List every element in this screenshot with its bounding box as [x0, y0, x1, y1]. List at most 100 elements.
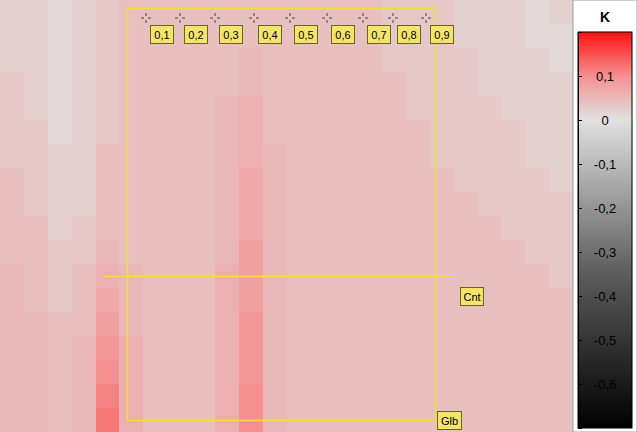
heatmap-cell: [382, 312, 406, 337]
heatmap-cell: [501, 216, 525, 241]
heatmap-cell: [310, 96, 334, 121]
annotation-text: 0,6: [335, 29, 350, 41]
heatmap-cell: [72, 264, 96, 289]
heatmap-cell: [382, 240, 406, 265]
heatmap-cell: [215, 312, 239, 337]
heatmap-cell: [525, 72, 549, 97]
heatmap-cell: [382, 48, 406, 73]
heatmap-cell: [48, 360, 72, 385]
heatmap-cell: [24, 48, 48, 73]
heatmap-cell: [382, 144, 406, 169]
heatmap-cell: [430, 384, 454, 409]
heatmap-cell: [525, 144, 549, 169]
heatmap-cell: [525, 48, 549, 73]
annotation-box: [259, 26, 282, 44]
heatmap-cell: [119, 288, 143, 313]
heatmap-cell: [334, 120, 358, 145]
heatmap-cell: [143, 216, 167, 241]
heatmap-cell: [549, 384, 573, 409]
annotation-box: [398, 26, 421, 44]
crosshair: [249, 13, 259, 23]
heatmap-cell: [72, 144, 96, 169]
heatmap-cell: [72, 24, 96, 49]
colorbar-tick: 0: [578, 113, 609, 128]
heatmap-cell: [263, 144, 287, 169]
annotation-text: Cnt: [463, 291, 480, 303]
heatmap-cell: [549, 264, 573, 289]
heatmap-cell: [215, 0, 239, 25]
heatmap-cell: [72, 216, 96, 241]
heatmap-cell: [0, 264, 24, 289]
heatmap-cell: [143, 192, 167, 217]
heatmap-cell: [0, 48, 24, 73]
heatmap-cell: [239, 144, 263, 169]
heatmap-cell: [525, 360, 549, 385]
heatmap-cell: [287, 360, 311, 385]
heatmap-cell: [525, 336, 549, 361]
colorbar-tick-mark: [578, 208, 582, 209]
heatmap-cell: [24, 144, 48, 169]
heatmap-cell: [143, 120, 167, 145]
heatmap-cell: [501, 240, 525, 265]
crosshair: [285, 13, 295, 23]
heatmap-cell: [358, 144, 382, 169]
heatmap-cell: [191, 120, 215, 145]
heatmap-cell: [501, 336, 525, 361]
heatmap-cell: [358, 216, 382, 241]
heatmap-cell: [239, 216, 263, 241]
heatmap-cell: [48, 240, 72, 265]
crosshair: [141, 13, 151, 23]
annotation-text: Glb: [441, 415, 458, 427]
heatmap-cell: [454, 168, 478, 193]
heatmap-cell: [24, 408, 48, 432]
annotation-box: [461, 288, 484, 306]
heatmap-cell: [525, 192, 549, 217]
heatmap-cell: [334, 24, 358, 49]
annotation: Cnt: [461, 288, 484, 306]
heatmap-cell: [215, 192, 239, 217]
heatmap-cell: [358, 168, 382, 193]
heatmap-cell: [287, 312, 311, 337]
heatmap-cell: [549, 312, 573, 337]
heatmap-cell: [24, 384, 48, 409]
heatmap-cell: [263, 336, 287, 361]
heatmap-cell: [263, 192, 287, 217]
heatmap-cell: [406, 168, 430, 193]
crosshair: [210, 13, 220, 23]
heatmap-cell: [119, 120, 143, 145]
heatmap-cell: [454, 96, 478, 121]
heatmap-cell: [48, 288, 72, 313]
heatmap-cell: [48, 96, 72, 121]
heatmap-cell: [72, 96, 96, 121]
heatmap-cell: [501, 24, 525, 49]
heatmap-cell: [310, 360, 334, 385]
heatmap-cell: [358, 0, 382, 25]
heatmap-cell: [430, 288, 454, 313]
heatmap-cell: [549, 168, 573, 193]
heatmap-cell: [501, 96, 525, 121]
heatmap-cell: [96, 408, 120, 432]
heatmap-cell: [525, 168, 549, 193]
heatmap-cell: [549, 0, 573, 25]
colorbar-gradient: [578, 32, 632, 428]
heatmap-cell: [549, 72, 573, 97]
crosshair: [358, 13, 368, 23]
heatmap-cell: [382, 72, 406, 97]
heatmap-cell: [191, 288, 215, 313]
heatmap-cell: [263, 48, 287, 73]
heatmap-cell: [191, 168, 215, 193]
colorbar-tick-label: -0,5: [594, 333, 616, 348]
heatmap-cell: [72, 384, 96, 409]
heatmap-cell: [478, 336, 502, 361]
heatmap-cell: [382, 168, 406, 193]
heatmap-cell: [358, 120, 382, 145]
heatmap-cell: [167, 0, 191, 25]
heatmap-cell: [72, 240, 96, 265]
heatmap-cell: [310, 0, 334, 25]
heatmap-cell: [501, 312, 525, 337]
heatmap-cell: [501, 72, 525, 97]
heatmap-cell: [430, 120, 454, 145]
heatmap-cell: [287, 240, 311, 265]
heatmap-cell: [239, 96, 263, 121]
heatmap-cell: [334, 240, 358, 265]
